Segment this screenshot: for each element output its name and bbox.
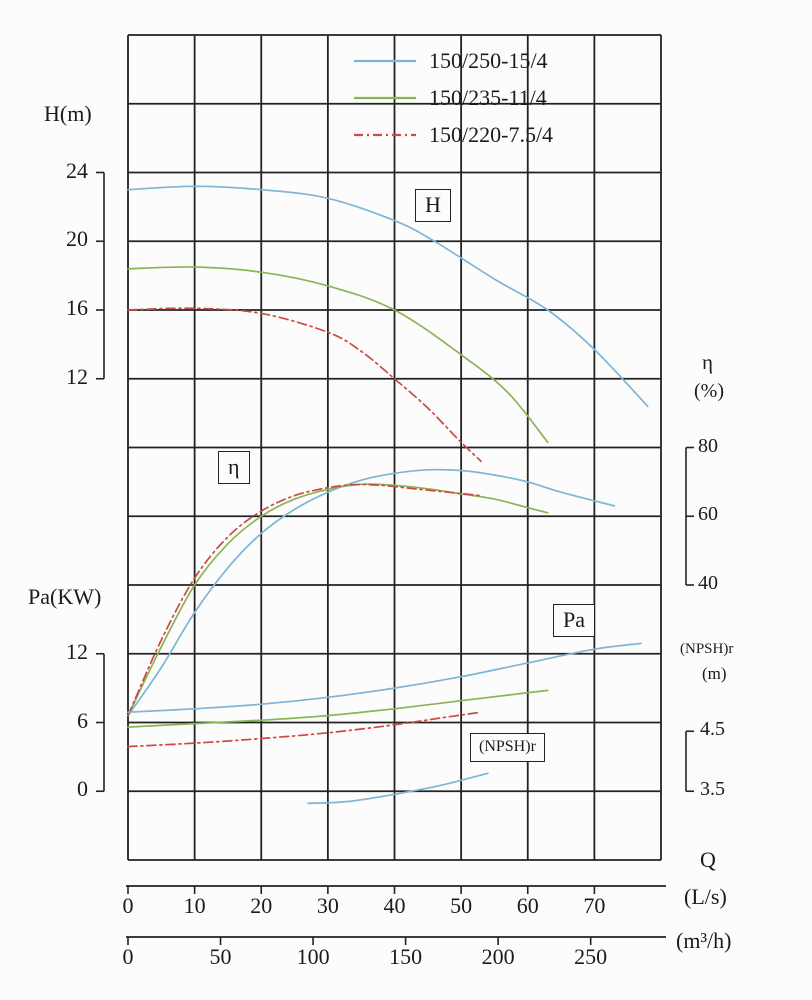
legend-label: 150/250-15/4 (429, 47, 548, 73)
h-tick-16: 16 (66, 295, 88, 320)
legend-label: 150/220-7.5/4 (429, 121, 554, 147)
legend-line-icon (354, 96, 416, 99)
efficiency-curve-150/220-7.5/4 (127, 483, 482, 717)
legend-label: 150/235-11/4 (429, 84, 547, 110)
pa-curve-label: Pa (553, 604, 595, 637)
x-ls-tick-20: 20 (250, 893, 273, 918)
npsh-tick-4.5: 4.5 (700, 718, 725, 741)
h-curve-label: H (415, 189, 451, 222)
h-tick-20: 20 (66, 226, 88, 252)
npsh-axis-title: (NPSH)r (680, 641, 734, 657)
head-curve-150/235-11/4 (127, 266, 549, 444)
head-curve-150/250-15/4 (127, 185, 649, 408)
x-m3h-tick-100: 100 (296, 944, 330, 969)
x-ls-tick-70: 70 (583, 893, 606, 918)
x-ls-tick-30: 30 (316, 893, 339, 918)
x-m3h-tick-150: 150 (389, 944, 423, 969)
x-m3h-tick-250: 250 (574, 944, 608, 969)
q-axis-title: Q (700, 847, 716, 872)
x-ls-tick-50: 50 (450, 893, 473, 918)
x-ls-tick-60: 60 (516, 893, 539, 918)
npsh-axis-unit: (m) (702, 664, 727, 683)
ls-axis-title: (L/s) (684, 884, 727, 909)
legend-line-icon (354, 133, 416, 136)
x-m3h-tick-0: 0 (122, 944, 134, 969)
legend-item-150-250: 150/250-15/4 (352, 42, 553, 79)
x-m3h-tick-200: 200 (481, 944, 515, 969)
m3h-axis-title: (m³/h) (676, 928, 732, 953)
legend-line-icon (354, 59, 416, 62)
legend-item-150-220: 150/220-7.5/4 (352, 116, 553, 153)
pa-tick-6: 6 (77, 707, 88, 733)
x-ls-tick-40: 40 (383, 893, 406, 918)
legend-item-150-235: 150/235-11/4 (352, 79, 553, 116)
eta-axis-title: η (702, 350, 713, 374)
h-axis-title: H(m) (44, 101, 92, 126)
x-m3h-tick-50: 50 (209, 944, 232, 969)
pa-tick-12: 12 (66, 638, 88, 664)
h-tick-12: 12 (66, 363, 88, 389)
npshr-curve-150/250-15/4 (307, 772, 489, 805)
efficiency-curve-150/250-15/4 (127, 468, 616, 717)
pa-tick-0: 0 (77, 776, 88, 802)
eta-axis-unit: (%) (694, 380, 724, 402)
eta-tick-80: 80 (698, 434, 718, 457)
head-curve-150/220-7.5/4 (127, 307, 482, 463)
eta-curve-label: η (218, 451, 250, 484)
x-ls-tick-0: 0 (122, 893, 134, 918)
x-ls-tick-10: 10 (183, 893, 206, 918)
power-curve-150/220-7.5/4 (127, 711, 482, 748)
efficiency-curve-150/235-11/4 (127, 483, 549, 717)
power-curve-150/235-11/4 (127, 689, 549, 728)
legend: 150/250-15/4 150/235-11/4 150/220-7.5/4 (352, 42, 553, 153)
h-tick-24: 24 (66, 157, 88, 183)
eta-tick-60: 60 (698, 503, 718, 526)
npsh-tick-3.5: 3.5 (700, 778, 725, 801)
power-curve-150/250-15/4 (127, 642, 642, 714)
eta-tick-40: 40 (698, 572, 718, 594)
pa-axis-title: Pa(KW) (28, 584, 102, 609)
npsh-curve-label: (NPSH)r (470, 733, 545, 762)
